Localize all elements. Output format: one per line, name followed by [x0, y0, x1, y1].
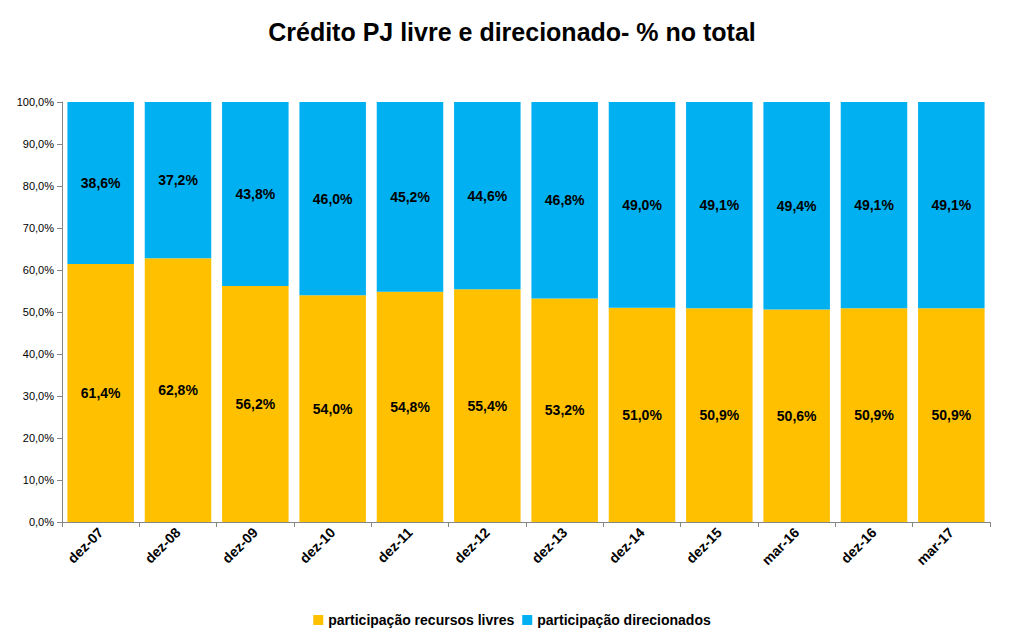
- svg-text:100,0%: 100,0%: [17, 96, 55, 108]
- svg-text:45,2%: 45,2%: [390, 189, 430, 205]
- svg-text:90,0%: 90,0%: [23, 138, 54, 150]
- svg-text:61,4%: 61,4%: [81, 385, 121, 401]
- svg-text:55,4%: 55,4%: [467, 398, 507, 414]
- svg-text:62,8%: 62,8%: [158, 382, 198, 398]
- svg-text:51,0%: 51,0%: [622, 407, 662, 423]
- svg-text:49,1%: 49,1%: [931, 197, 971, 213]
- svg-text:dez-16: dez-16: [838, 524, 880, 566]
- svg-text:80,0%: 80,0%: [23, 180, 54, 192]
- svg-text:dez-14: dez-14: [606, 524, 648, 566]
- svg-text:37,2%: 37,2%: [158, 172, 198, 188]
- svg-text:dez-09: dez-09: [219, 524, 261, 566]
- svg-text:dez-10: dez-10: [296, 524, 338, 566]
- svg-text:participação recursos livres: participação recursos livres: [328, 612, 514, 628]
- svg-text:46,0%: 46,0%: [313, 191, 353, 207]
- svg-text:0,0%: 0,0%: [29, 516, 54, 528]
- svg-text:53,2%: 53,2%: [545, 402, 585, 418]
- svg-text:20,0%: 20,0%: [23, 432, 54, 444]
- svg-text:44,6%: 44,6%: [467, 188, 507, 204]
- svg-text:50,9%: 50,9%: [699, 407, 739, 423]
- svg-text:10,0%: 10,0%: [23, 474, 54, 486]
- svg-text:dez-12: dez-12: [451, 524, 493, 566]
- svg-text:50,0%: 50,0%: [23, 306, 54, 318]
- svg-text:50,9%: 50,9%: [854, 407, 894, 423]
- svg-text:30,0%: 30,0%: [23, 390, 54, 402]
- svg-text:49,1%: 49,1%: [699, 197, 739, 213]
- svg-text:dez-13: dez-13: [528, 524, 570, 566]
- svg-text:49,4%: 49,4%: [777, 198, 817, 214]
- svg-text:mar-16: mar-16: [759, 524, 803, 568]
- svg-text:Crédito PJ livre e direcionado: Crédito PJ livre e direcionado- % no tot…: [268, 18, 756, 46]
- svg-text:mar-17: mar-17: [913, 524, 957, 568]
- svg-text:dez-15: dez-15: [683, 524, 725, 566]
- svg-text:38,6%: 38,6%: [81, 175, 121, 191]
- svg-text:54,0%: 54,0%: [313, 401, 353, 417]
- svg-text:60,0%: 60,0%: [23, 264, 54, 276]
- svg-text:dez-07: dez-07: [64, 524, 106, 566]
- svg-text:50,6%: 50,6%: [777, 408, 817, 424]
- svg-text:50,9%: 50,9%: [931, 407, 971, 423]
- svg-text:40,0%: 40,0%: [23, 348, 54, 360]
- svg-text:dez-08: dez-08: [142, 524, 184, 566]
- svg-text:participação direcionados: participação direcionados: [537, 612, 711, 628]
- svg-text:43,8%: 43,8%: [235, 186, 275, 202]
- svg-text:56,2%: 56,2%: [235, 396, 275, 412]
- svg-text:54,8%: 54,8%: [390, 399, 430, 415]
- svg-text:46,8%: 46,8%: [545, 192, 585, 208]
- svg-text:49,1%: 49,1%: [854, 197, 894, 213]
- svg-text:49,0%: 49,0%: [622, 197, 662, 213]
- svg-text:70,0%: 70,0%: [23, 222, 54, 234]
- svg-text:dez-11: dez-11: [374, 524, 416, 566]
